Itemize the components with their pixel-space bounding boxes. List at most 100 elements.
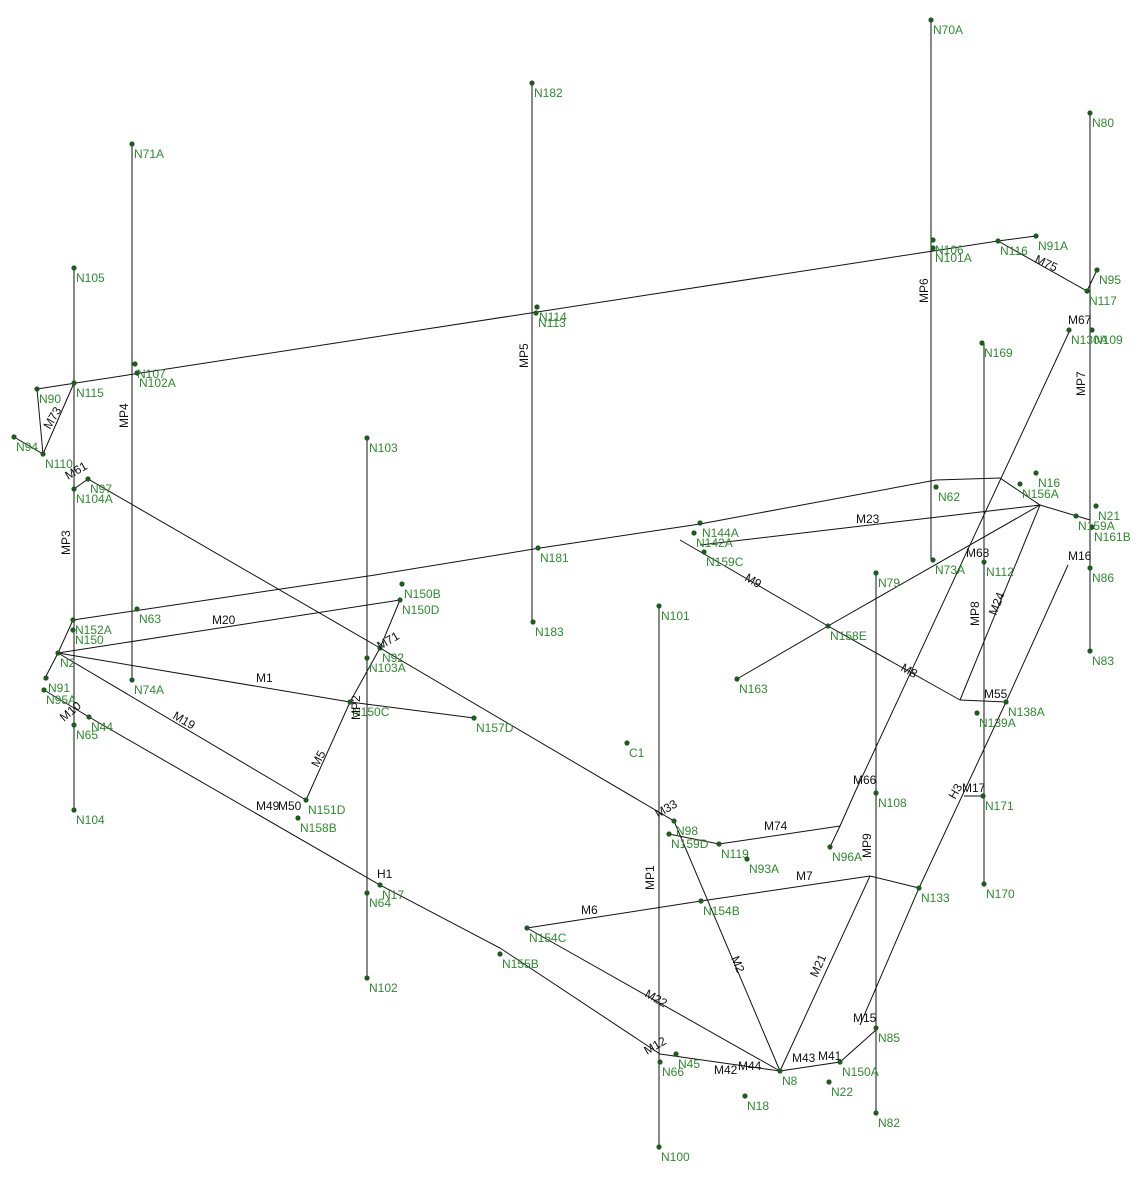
node-dot xyxy=(980,793,986,799)
node-label: N116 xyxy=(1000,244,1028,258)
node-label: N102 xyxy=(369,981,398,995)
node-label: N100 xyxy=(661,1150,690,1164)
node-dot xyxy=(377,882,383,888)
node-label: N82 xyxy=(878,1116,900,1130)
member-label: MP2 xyxy=(349,695,363,720)
member-label: M68 xyxy=(966,546,990,560)
node-dot xyxy=(129,677,135,683)
node-label: N103 xyxy=(369,441,398,455)
node-dot xyxy=(933,484,939,490)
node-dot xyxy=(303,797,309,803)
node-dot xyxy=(826,1079,832,1085)
member-label: M42 xyxy=(714,1063,738,1077)
node-label: N44 xyxy=(91,720,113,734)
member-label: M50 xyxy=(278,799,302,813)
node-dot xyxy=(979,340,985,346)
member-label: M75 xyxy=(1033,252,1060,275)
member-label: M74 xyxy=(764,819,788,833)
node-label: N92 xyxy=(382,651,404,665)
node-label: N91A xyxy=(1038,239,1068,253)
member-label: MP5 xyxy=(517,343,531,368)
node-dot xyxy=(974,710,980,716)
node-label: N169 xyxy=(984,346,1013,360)
node-dot xyxy=(1066,327,1072,333)
node-label: N83 xyxy=(1092,654,1114,668)
node-label: N79 xyxy=(878,576,900,590)
member-line xyxy=(859,564,1069,1026)
node-label: N115 xyxy=(76,386,104,400)
member-line xyxy=(57,652,307,801)
node-dot xyxy=(873,790,879,796)
node-dot xyxy=(529,80,535,86)
node-dot xyxy=(666,831,672,837)
node-dot xyxy=(995,238,1001,244)
node-dot xyxy=(827,844,833,850)
node-dot xyxy=(364,890,370,896)
member-label: M9 xyxy=(743,570,765,591)
node-label: N16 xyxy=(1038,476,1060,490)
node-label: N63 xyxy=(139,612,161,626)
node-label: N159C xyxy=(706,555,744,569)
node-label: N158E xyxy=(830,629,867,643)
node-label: N163 xyxy=(739,682,768,696)
node-label: N183 xyxy=(535,625,564,639)
node-dot xyxy=(11,434,17,440)
node-dot xyxy=(364,435,370,441)
node-label: N157D xyxy=(476,721,514,735)
member-label: MP9 xyxy=(860,833,874,858)
node-label: N154C xyxy=(529,931,567,945)
node-label: N114 xyxy=(539,310,567,324)
node-dot xyxy=(134,606,140,612)
node-label: N139A xyxy=(979,716,1016,730)
node-dot xyxy=(71,486,77,492)
member-line xyxy=(839,329,1071,827)
node-label: N150B xyxy=(404,587,441,601)
node-dot xyxy=(1033,233,1039,239)
node-label: N18 xyxy=(747,1099,769,1113)
member-line xyxy=(36,240,1098,390)
node-label: N112 xyxy=(986,565,1014,579)
member-label: M2 xyxy=(728,954,747,975)
node-label: N74A xyxy=(134,683,164,697)
node-dot xyxy=(132,361,138,367)
node-label: N64 xyxy=(369,896,391,910)
node-dot xyxy=(698,898,704,904)
member-label: M55 xyxy=(984,687,1008,701)
node-label: N144A xyxy=(702,526,739,540)
node-label: N93A xyxy=(749,862,779,876)
node-dot xyxy=(533,310,539,316)
node-dot xyxy=(295,815,301,821)
node-label: N110 xyxy=(45,457,73,471)
member-label: M6 xyxy=(581,903,598,917)
node-dot xyxy=(624,740,630,746)
node-dot xyxy=(1094,267,1100,273)
node-dot xyxy=(497,951,503,957)
member-label: MP3 xyxy=(59,530,73,555)
node-dot xyxy=(41,687,47,693)
node-dot xyxy=(364,975,370,981)
node-dot xyxy=(697,520,703,526)
member-line xyxy=(997,235,1037,242)
node-label: N156A xyxy=(1022,487,1059,501)
node-label: N181 xyxy=(540,551,569,565)
node-dot xyxy=(671,818,677,824)
node-label: N96A xyxy=(832,850,862,864)
member-label: M21 xyxy=(807,952,829,979)
node-label: N150D xyxy=(402,603,440,617)
node-label: N101A xyxy=(935,251,972,265)
node-dot xyxy=(873,1110,879,1116)
node-label: N21 xyxy=(1098,509,1120,523)
node-label: N8 xyxy=(782,1074,798,1088)
member-line xyxy=(72,477,1091,621)
node-dot xyxy=(86,714,92,720)
member-line xyxy=(668,833,720,845)
node-dot xyxy=(777,1068,783,1074)
node-label: N150C xyxy=(352,705,390,719)
member-label: M8 xyxy=(899,660,921,681)
node-dot xyxy=(1093,503,1099,509)
node-label: N95A xyxy=(46,693,76,707)
node-label: N2 xyxy=(60,656,76,670)
node-label: N106 xyxy=(935,243,964,257)
node-dot xyxy=(134,370,140,376)
member-label: M43 xyxy=(792,1051,816,1065)
